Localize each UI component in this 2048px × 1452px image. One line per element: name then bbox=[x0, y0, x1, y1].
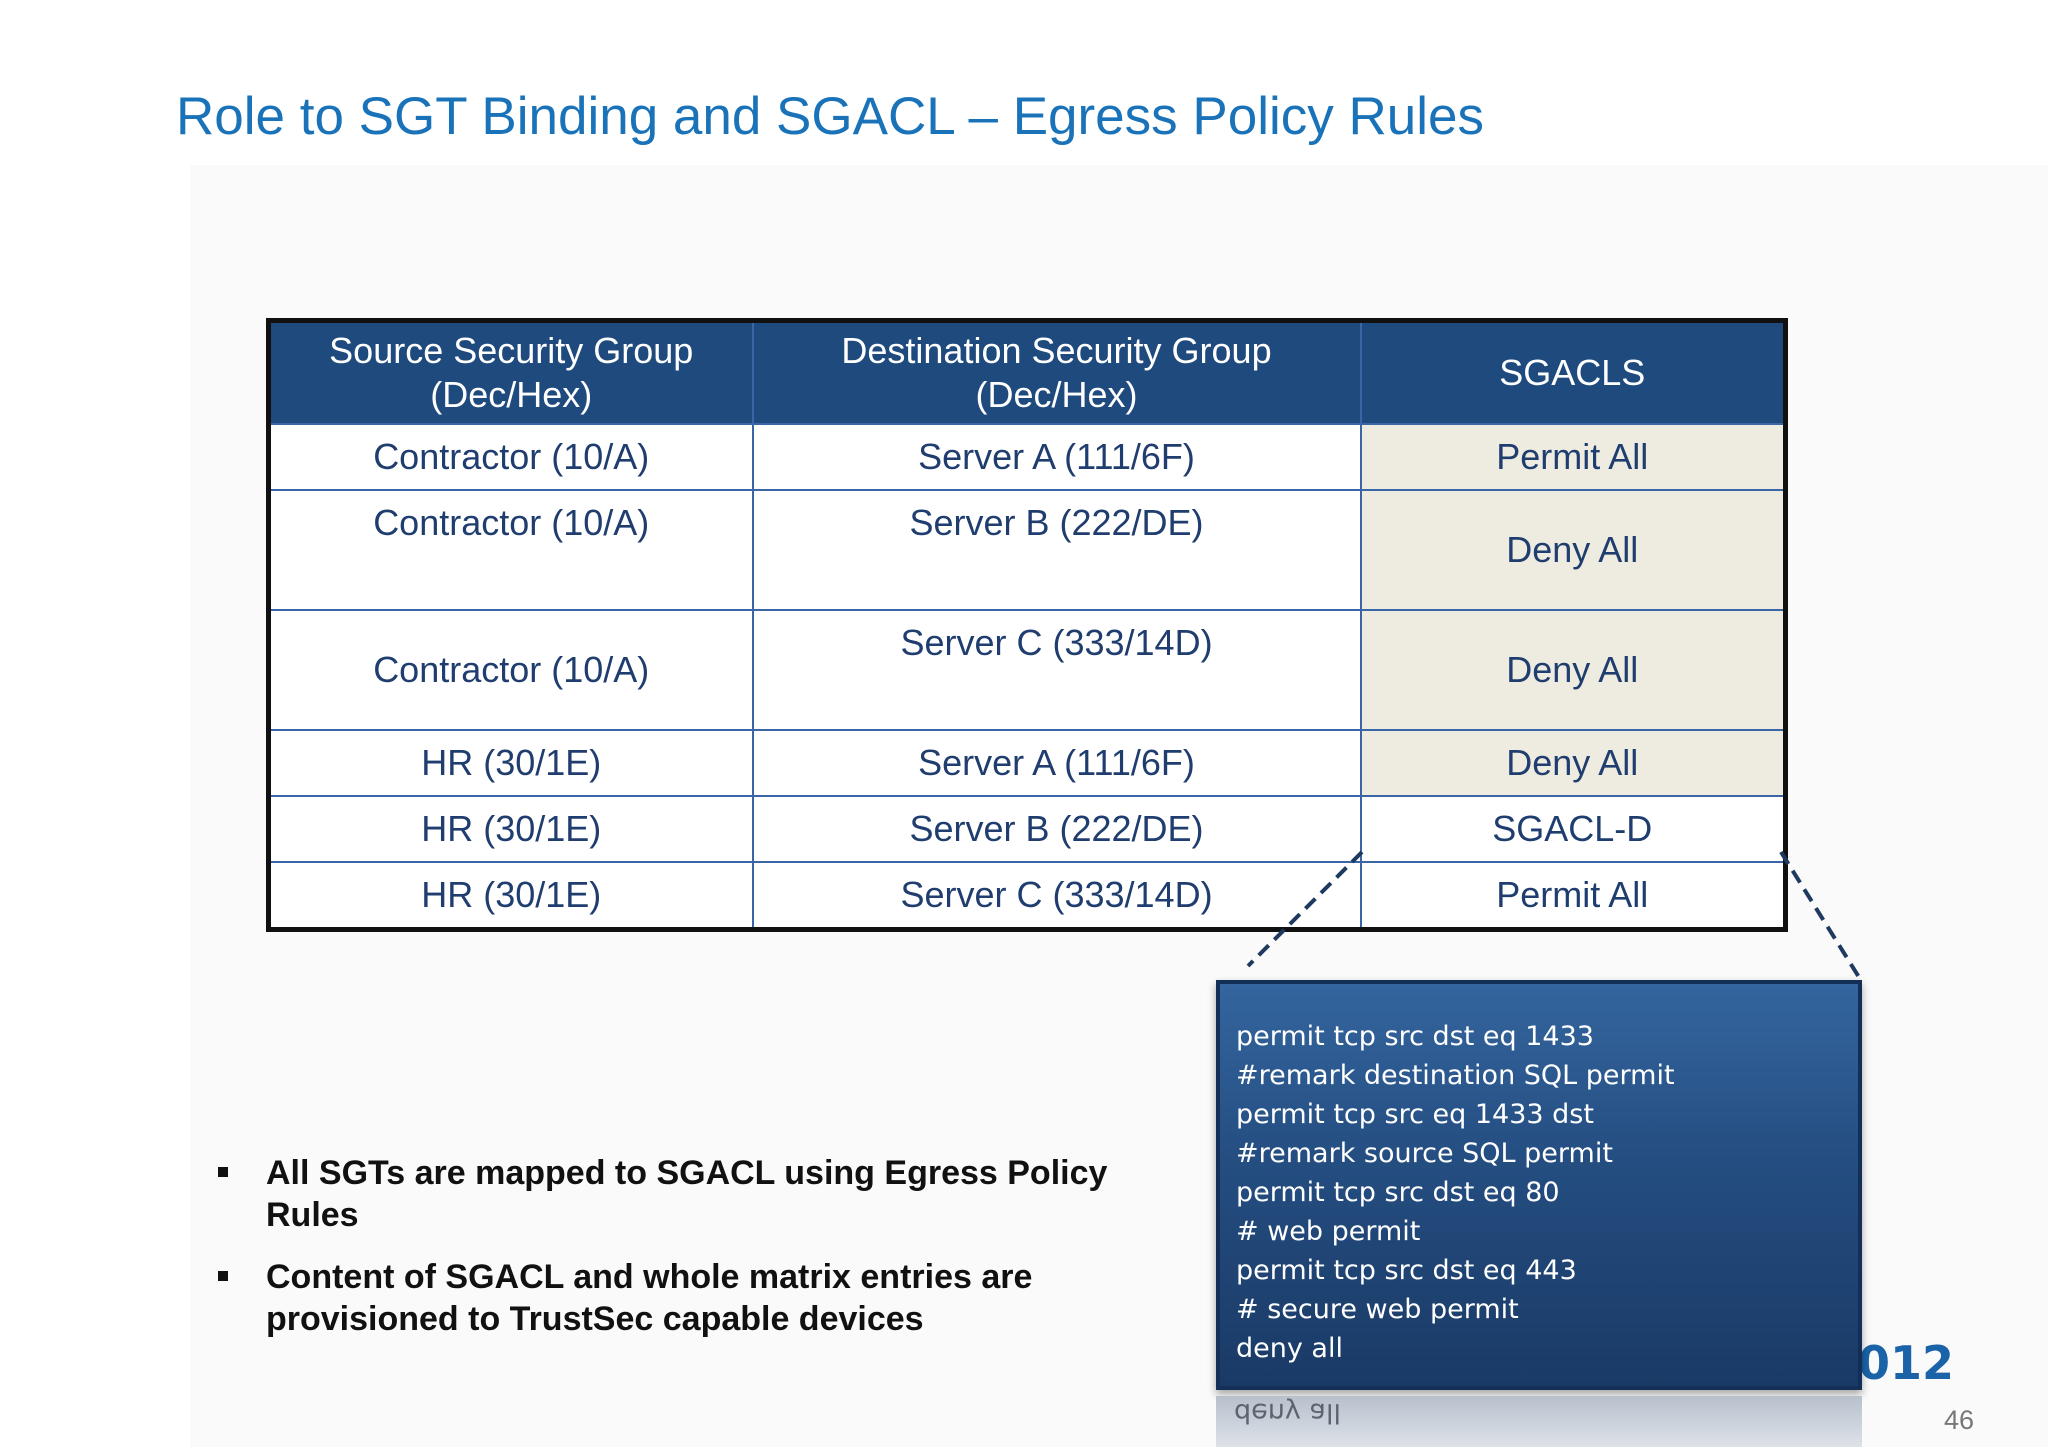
page-number: 46 bbox=[1944, 1405, 1975, 1435]
source-cell: HR (30/1E) bbox=[267, 861, 754, 931]
table-row: HR (30/1E) Server B (222/DE) SGACL-D bbox=[267, 795, 1787, 863]
acl-entries: permit tcp src dst eq 1433 #remark desti… bbox=[1220, 984, 1858, 1368]
acl-box-reflection: deny all bbox=[1216, 1396, 1862, 1447]
acl-line: permit tcp src dst eq 1433 bbox=[1236, 1021, 1594, 1052]
destination-cell: Server A (111/6F) bbox=[751, 729, 1362, 797]
bullet-item: All SGTs are mapped to SGACL using Egres… bbox=[218, 1152, 1198, 1236]
square-bullet-icon bbox=[218, 1167, 228, 1177]
bullet-text: Content of SGACL and whole matrix entrie… bbox=[266, 1258, 1033, 1338]
sgacl-cell: Permit All bbox=[1359, 861, 1787, 931]
destination-cell: Server A (111/6F) bbox=[751, 423, 1362, 491]
destination-cell: Server C (333/14D) bbox=[751, 861, 1362, 931]
destination-cell: Server C (333/14D) bbox=[751, 609, 1362, 731]
bullet-item: Content of SGACL and whole matrix entrie… bbox=[218, 1256, 1198, 1340]
destination-cell: Server B (222/DE) bbox=[751, 795, 1362, 863]
source-cell: Contractor (10/A) bbox=[267, 489, 754, 611]
reflection-text-svg: deny all bbox=[1234, 1397, 1341, 1428]
acl-line: permit tcp src eq 1433 dst bbox=[1236, 1099, 1594, 1130]
sgacl-d-content-box: permit tcp src dst eq 1433 #remark desti… bbox=[1216, 980, 1862, 1390]
acl-line: #remark destination SQL permit bbox=[1236, 1060, 1675, 1091]
reflection-text: deny all bbox=[1234, 1397, 1341, 1428]
sgacl-cell: Deny All bbox=[1359, 609, 1787, 731]
square-bullet-icon bbox=[218, 1271, 228, 1281]
acl-line: #remark source SQL permit bbox=[1236, 1138, 1613, 1169]
header-destination-line2: (Dec/Hex) bbox=[975, 374, 1138, 415]
header-sgacls-label: SGACLS bbox=[1499, 352, 1646, 393]
source-cell: Contractor (10/A) bbox=[267, 609, 754, 731]
source-cell: HR (30/1E) bbox=[267, 729, 754, 797]
source-cell: HR (30/1E) bbox=[267, 795, 754, 863]
header-destination-line1: Destination Security Group bbox=[841, 330, 1272, 371]
year-logo-fragment: 012 bbox=[1858, 1336, 1955, 1390]
table-row: Contractor (10/A) Server B (222/DE) Deny… bbox=[267, 489, 1787, 611]
sgacl-cell: Deny All bbox=[1359, 729, 1787, 797]
sgacl-cell: Permit All bbox=[1359, 423, 1787, 491]
table-row: Contractor (10/A) Server C (333/14D) Den… bbox=[267, 609, 1787, 731]
acl-line: # secure web permit bbox=[1236, 1294, 1519, 1325]
sgacl-cell: SGACL-D bbox=[1359, 795, 1787, 863]
header-destination-security-group: Destination Security Group (Dec/Hex) bbox=[751, 319, 1362, 425]
source-cell: Contractor (10/A) bbox=[267, 423, 754, 491]
bullet-list: All SGTs are mapped to SGACL using Egres… bbox=[218, 1152, 1198, 1360]
sgacl-cell: Deny All bbox=[1359, 489, 1787, 611]
destination-cell: Server B (222/DE) bbox=[751, 489, 1362, 611]
header-source-security-group: Source Security Group (Dec/Hex) bbox=[267, 319, 754, 425]
acl-line: permit tcp src dst eq 80 bbox=[1236, 1177, 1560, 1208]
header-source-line1: Source Security Group bbox=[329, 330, 694, 371]
table-row: HR (30/1E) Server A (111/6F) Deny All bbox=[267, 729, 1787, 797]
header-source-line2: (Dec/Hex) bbox=[430, 374, 593, 415]
header-sgacls: SGACLS bbox=[1359, 319, 1787, 425]
bullet-text: All SGTs are mapped to SGACL using Egres… bbox=[266, 1154, 1108, 1234]
slide-title: Role to SGT Binding and SGACL – Egress P… bbox=[176, 87, 1484, 146]
table-row: HR (30/1E) Server C (333/14D) Permit All bbox=[267, 861, 1787, 931]
acl-line: deny all bbox=[1236, 1333, 1343, 1364]
table-row: Contractor (10/A) Server A (111/6F) Perm… bbox=[267, 423, 1787, 491]
acl-line: # web permit bbox=[1236, 1216, 1421, 1247]
egress-policy-matrix: Source Security Group (Dec/Hex) Destinat… bbox=[266, 318, 1788, 932]
acl-line: permit tcp src dst eq 443 bbox=[1236, 1255, 1577, 1286]
